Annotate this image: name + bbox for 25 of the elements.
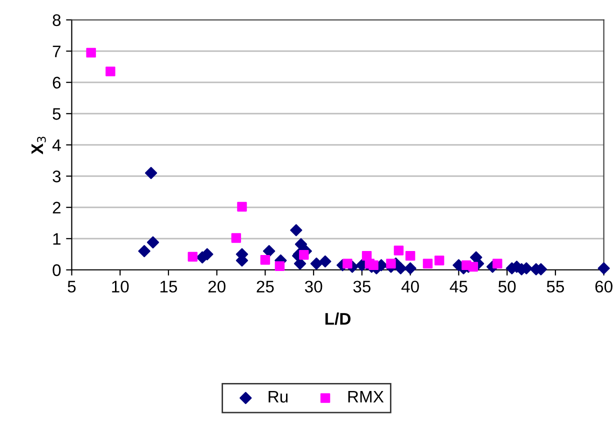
y-axis-title: X$_{3}$	[32, 136, 46, 154]
x-tick-label: 55	[546, 280, 564, 293]
x-tick-label: 15	[160, 280, 178, 293]
y-tick-label: 6	[52, 76, 61, 89]
y-tick-label: 4	[52, 139, 61, 151]
x-tick-label: 25	[256, 280, 274, 293]
x-tick-label: 60	[595, 280, 612, 293]
y-tick-label: 2	[52, 202, 60, 214]
y-tick-label: 8	[52, 14, 61, 26]
x-tick-label: 30	[304, 280, 322, 293]
x-tick-label: 50	[498, 280, 516, 293]
x-tick-label: 10	[112, 280, 129, 293]
x-tick-label: 35	[353, 280, 371, 293]
y-tick-label: 7	[52, 46, 60, 58]
x-tick-label: 20	[208, 280, 226, 293]
y-tick-label: 3	[52, 170, 61, 182]
x-axis-title: L/D	[325, 312, 350, 325]
x-tick-label: 40	[401, 280, 419, 293]
legend-label: Ru	[268, 390, 288, 403]
y-tick-label: 1	[53, 233, 60, 245]
legend-label: RMX	[348, 390, 384, 402]
y-tick-label: 0	[52, 264, 61, 276]
y-tick-label: 5	[52, 108, 61, 120]
x-tick-label: 45	[450, 280, 468, 293]
x-tick-label: 5	[68, 280, 76, 293]
